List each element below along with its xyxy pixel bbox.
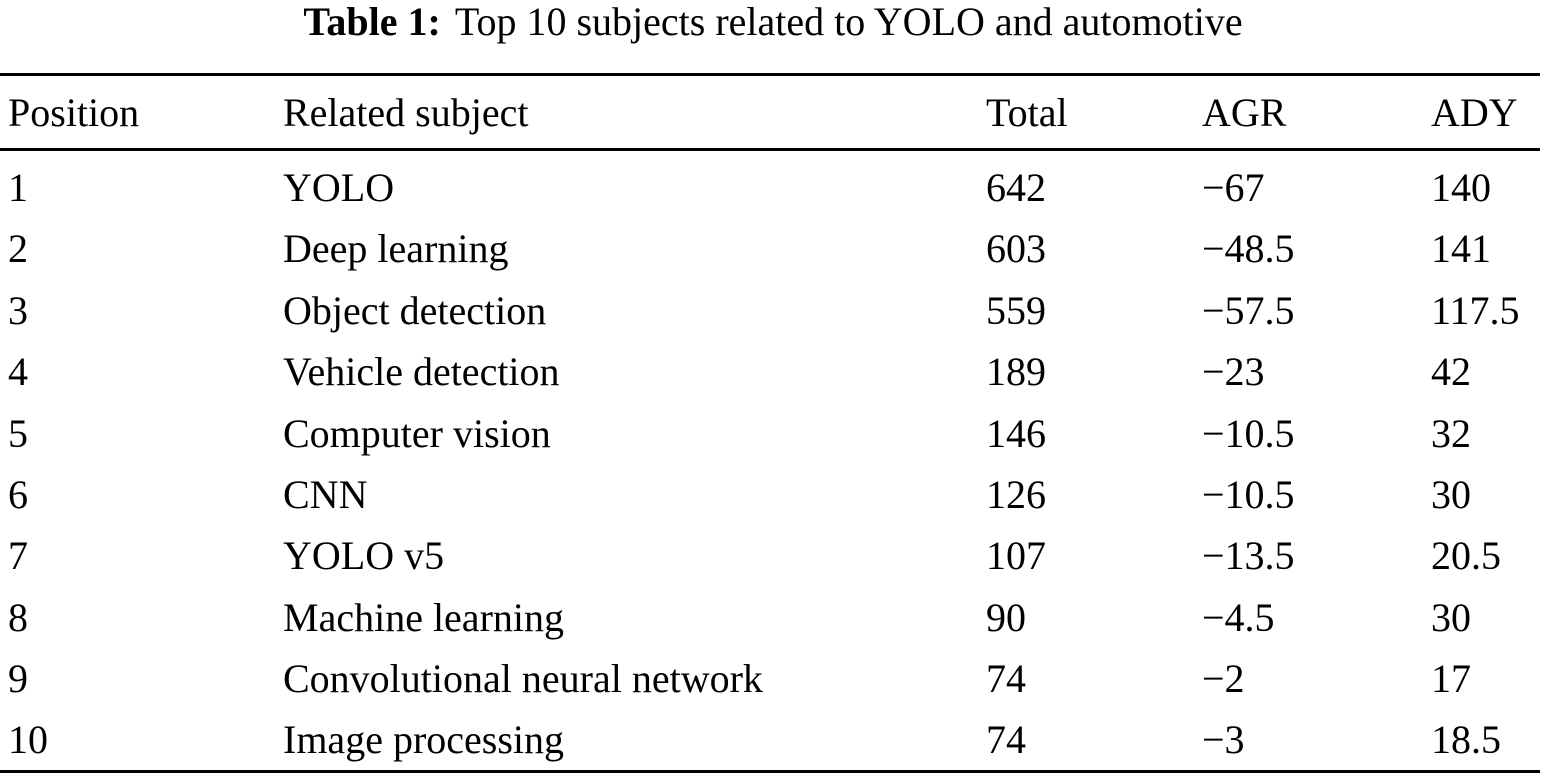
cell-subject: Machine learning bbox=[283, 595, 564, 640]
cell-total: 74 bbox=[986, 656, 1026, 701]
cell-subject: Object detection bbox=[283, 288, 547, 333]
cell-total: 107 bbox=[986, 533, 1046, 578]
table-caption: Table 1: Top 10 subjects related to YOLO … bbox=[0, 0, 1546, 46]
header-position: Position bbox=[8, 90, 140, 135]
cell-ady: 30 bbox=[1431, 595, 1471, 640]
cell-agr: −3 bbox=[1202, 717, 1245, 762]
header-agr: AGR bbox=[1202, 90, 1287, 135]
header-total: Total bbox=[986, 90, 1068, 135]
cell-ady: 117.5 bbox=[1431, 288, 1520, 333]
cell-agr: −2 bbox=[1202, 656, 1245, 701]
cell-position: 3 bbox=[8, 288, 28, 333]
table-row: 6 CNN 126 −10.5 30 bbox=[0, 464, 1546, 526]
cell-subject: Convolutional neural network bbox=[283, 656, 763, 701]
cell-total: 126 bbox=[986, 472, 1046, 517]
cell-subject: Image processing bbox=[283, 717, 565, 762]
bottom-rule bbox=[0, 770, 1540, 773]
cell-agr: −10.5 bbox=[1202, 472, 1295, 517]
table-row: 8 Machine learning 90 −4.5 30 bbox=[0, 587, 1546, 649]
header-ady: ADY bbox=[1431, 90, 1518, 135]
cell-ady: 42 bbox=[1431, 349, 1471, 394]
cell-total: 642 bbox=[986, 165, 1046, 210]
cell-ady: 30 bbox=[1431, 472, 1471, 517]
cell-subject: Vehicle detection bbox=[283, 349, 560, 394]
cell-ady: 17 bbox=[1431, 656, 1471, 701]
table-row: 1 YOLO 642 −67 140 bbox=[0, 157, 1546, 219]
cell-total: 146 bbox=[986, 411, 1046, 456]
cell-position: 9 bbox=[8, 656, 28, 701]
cell-position: 10 bbox=[8, 717, 48, 762]
cell-ady: 32 bbox=[1431, 411, 1471, 456]
cell-subject: YOLO v5 bbox=[283, 533, 445, 578]
cell-ady: 20.5 bbox=[1431, 533, 1501, 578]
cell-position: 5 bbox=[8, 411, 28, 456]
table-row: 2 Deep learning 603 −48.5 141 bbox=[0, 218, 1546, 280]
table-header-row: Position Related subject Total AGR ADY bbox=[0, 82, 1546, 144]
table-row: 7 YOLO v5 107 −13.5 20.5 bbox=[0, 525, 1546, 587]
cell-total: 74 bbox=[986, 717, 1026, 762]
cell-ady: 141 bbox=[1431, 226, 1491, 271]
cell-agr: −10.5 bbox=[1202, 411, 1295, 456]
header-related-subject: Related subject bbox=[283, 90, 529, 135]
cell-total: 559 bbox=[986, 288, 1046, 333]
cell-ady: 18.5 bbox=[1431, 717, 1501, 762]
cell-position: 1 bbox=[8, 165, 28, 210]
header-rule bbox=[0, 148, 1540, 151]
top-rule bbox=[0, 73, 1540, 76]
table-row: 4 Vehicle detection 189 −23 42 bbox=[0, 341, 1546, 403]
cell-total: 90 bbox=[986, 595, 1026, 640]
cell-agr: −67 bbox=[1202, 165, 1265, 210]
cell-agr: −4.5 bbox=[1202, 595, 1275, 640]
cell-agr: −57.5 bbox=[1202, 288, 1295, 333]
cell-subject: Computer vision bbox=[283, 411, 551, 456]
table-row: 3 Object detection 559 −57.5 117.5 bbox=[0, 280, 1546, 342]
table-row: 5 Computer vision 146 −10.5 32 bbox=[0, 403, 1546, 465]
caption-label: Table 1: bbox=[303, 0, 441, 44]
cell-agr: −48.5 bbox=[1202, 226, 1295, 271]
cell-subject: Deep learning bbox=[283, 226, 509, 271]
cell-position: 6 bbox=[8, 472, 28, 517]
cell-position: 7 bbox=[8, 533, 28, 578]
caption-text: Top 10 subjects related to YOLO and auto… bbox=[454, 0, 1243, 44]
cell-position: 4 bbox=[8, 349, 28, 394]
cell-position: 8 bbox=[8, 595, 28, 640]
cell-total: 189 bbox=[986, 349, 1046, 394]
cell-subject: CNN bbox=[283, 472, 368, 517]
table-row: 9 Convolutional neural network 74 −2 17 bbox=[0, 648, 1546, 710]
cell-agr: −13.5 bbox=[1202, 533, 1295, 578]
cell-agr: −23 bbox=[1202, 349, 1265, 394]
cell-ady: 140 bbox=[1431, 165, 1491, 210]
cell-position: 2 bbox=[8, 226, 28, 271]
cell-subject: YOLO bbox=[283, 165, 395, 210]
table-row: 10 Image processing 74 −3 18.5 bbox=[0, 709, 1546, 771]
cell-total: 603 bbox=[986, 226, 1046, 271]
